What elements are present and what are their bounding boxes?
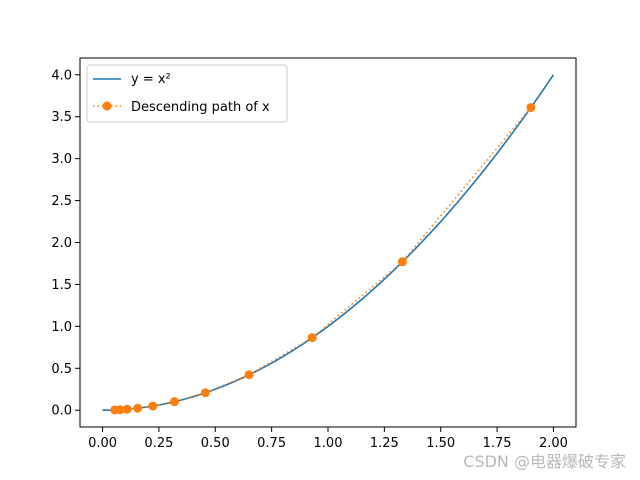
x-tick-label: 2.00 (539, 436, 568, 451)
y-tick-label: 1.0 (51, 320, 72, 335)
descending-path-point (307, 333, 317, 343)
legend-label-series-1: y = x² (131, 72, 171, 87)
descending-path-point (148, 401, 158, 411)
x-tick-label: 1.75 (483, 436, 512, 451)
x-tick-label: 1.50 (426, 436, 455, 451)
y-tick-label: 3.5 (51, 110, 72, 125)
y-tick-label: 1.5 (51, 278, 72, 293)
y-tick-label: 2.0 (51, 236, 72, 251)
series-curve-y-equals-x-squared (102, 74, 555, 412)
descending-path-point (169, 397, 179, 407)
series-layer (102, 74, 555, 415)
legend-label-series-2: Descending path of x (131, 100, 270, 115)
series-descending-path-line (114, 106, 532, 411)
legend-box (86, 64, 288, 123)
descending-path-point (397, 257, 407, 267)
y-ticks: 0.0 0.5 1.0 1.5 2.0 2.5 3.0 3.5 4.0 (51, 68, 80, 419)
x-tick-label: 1.25 (370, 436, 399, 451)
x-tick-label: 0.75 (257, 436, 286, 451)
y-tick-label: 4.0 (51, 68, 72, 83)
descending-path-point (244, 370, 254, 380)
descending-path-point (200, 388, 210, 398)
y-tick-label: 3.0 (51, 152, 72, 167)
descending-path-point (110, 405, 120, 415)
descending-path-point (122, 404, 132, 414)
x-tick-label: 0.25 (144, 436, 173, 451)
legend: y = x² Descending path of x (86, 64, 288, 123)
x-tick-label: 0.00 (88, 436, 117, 451)
x-ticks: 0.00 0.25 0.50 0.75 1.00 1.25 1.50 1.75 2.00 (88, 427, 568, 451)
x-tick-label: 1.00 (314, 436, 343, 451)
y-tick-label: 0.0 (51, 404, 72, 419)
x-tick-label: 0.50 (201, 436, 230, 451)
watermark: CSDN @电器爆破专家 (463, 452, 626, 471)
legend-marker-series-2 (102, 101, 112, 111)
y-tick-label: 0.5 (51, 362, 72, 377)
descending-path-point (526, 102, 536, 112)
y-tick-label: 2.5 (51, 194, 72, 209)
descending-path-point (133, 403, 143, 413)
